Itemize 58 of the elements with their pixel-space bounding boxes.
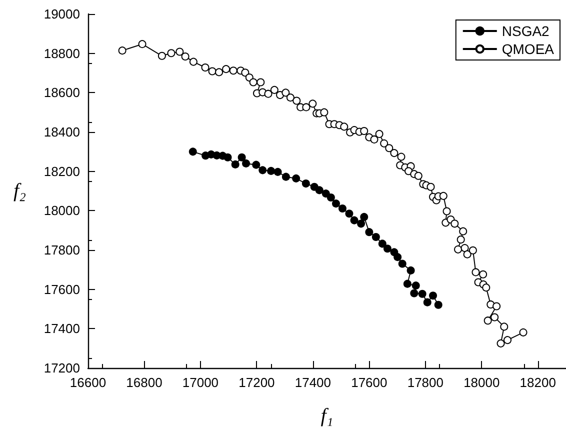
point (188, 148, 197, 156)
y-tick-label: 17800 (44, 242, 80, 258)
point (418, 290, 426, 298)
y-tick-label: 18000 (44, 203, 80, 218)
point (282, 172, 290, 181)
x-tick-label: 17600 (351, 375, 388, 390)
point (252, 160, 260, 169)
point (231, 160, 240, 168)
y-tick-label: 18400 (44, 124, 80, 140)
point (267, 166, 276, 175)
point (224, 153, 232, 162)
point (326, 193, 335, 202)
y-tick-label: 17400 (44, 321, 80, 336)
point (315, 186, 324, 194)
y-tick-label: 18600 (44, 85, 80, 100)
point (410, 289, 418, 298)
y-tick-label: 18800 (44, 46, 80, 61)
y-tick-label: 19000 (44, 6, 80, 22)
x-axis-title: f₁ (320, 405, 334, 427)
x-tick-label: 17200 (238, 375, 275, 390)
y-tick-label: 18200 (44, 164, 80, 179)
point (423, 298, 432, 306)
point (406, 266, 415, 274)
point (258, 166, 267, 174)
point (292, 174, 300, 182)
x-tick-label: 16600 (70, 375, 106, 390)
point (398, 260, 406, 268)
point (332, 200, 340, 208)
point (322, 190, 330, 198)
point (378, 240, 386, 248)
point (338, 204, 346, 212)
x-tick-label: 17000 (182, 375, 219, 390)
x-tick-label: 17800 (407, 375, 444, 390)
y-tick-label: 17600 (44, 282, 80, 297)
point (350, 216, 358, 224)
point (434, 300, 442, 309)
point (365, 228, 374, 236)
point (238, 153, 246, 162)
y-axis-title: f₂ (13, 180, 26, 202)
point (394, 253, 402, 262)
point (357, 220, 366, 228)
x-tick-label: 17400 (294, 375, 332, 390)
point (302, 180, 310, 188)
y-tick-label: 17200 (44, 360, 80, 376)
point (429, 292, 438, 300)
point (360, 212, 368, 221)
point (242, 159, 250, 168)
point (274, 168, 282, 176)
point (412, 282, 420, 290)
legend-label: NSGA2 (502, 23, 550, 39)
point (383, 244, 392, 253)
legend-label: QMOEA (502, 41, 555, 57)
x-tick-label: 16800 (126, 375, 162, 390)
x-tick-label: 18000 (464, 375, 500, 390)
point (403, 280, 412, 288)
point (345, 210, 354, 218)
x-tick-label: 18200 (520, 375, 556, 390)
point (372, 233, 380, 242)
